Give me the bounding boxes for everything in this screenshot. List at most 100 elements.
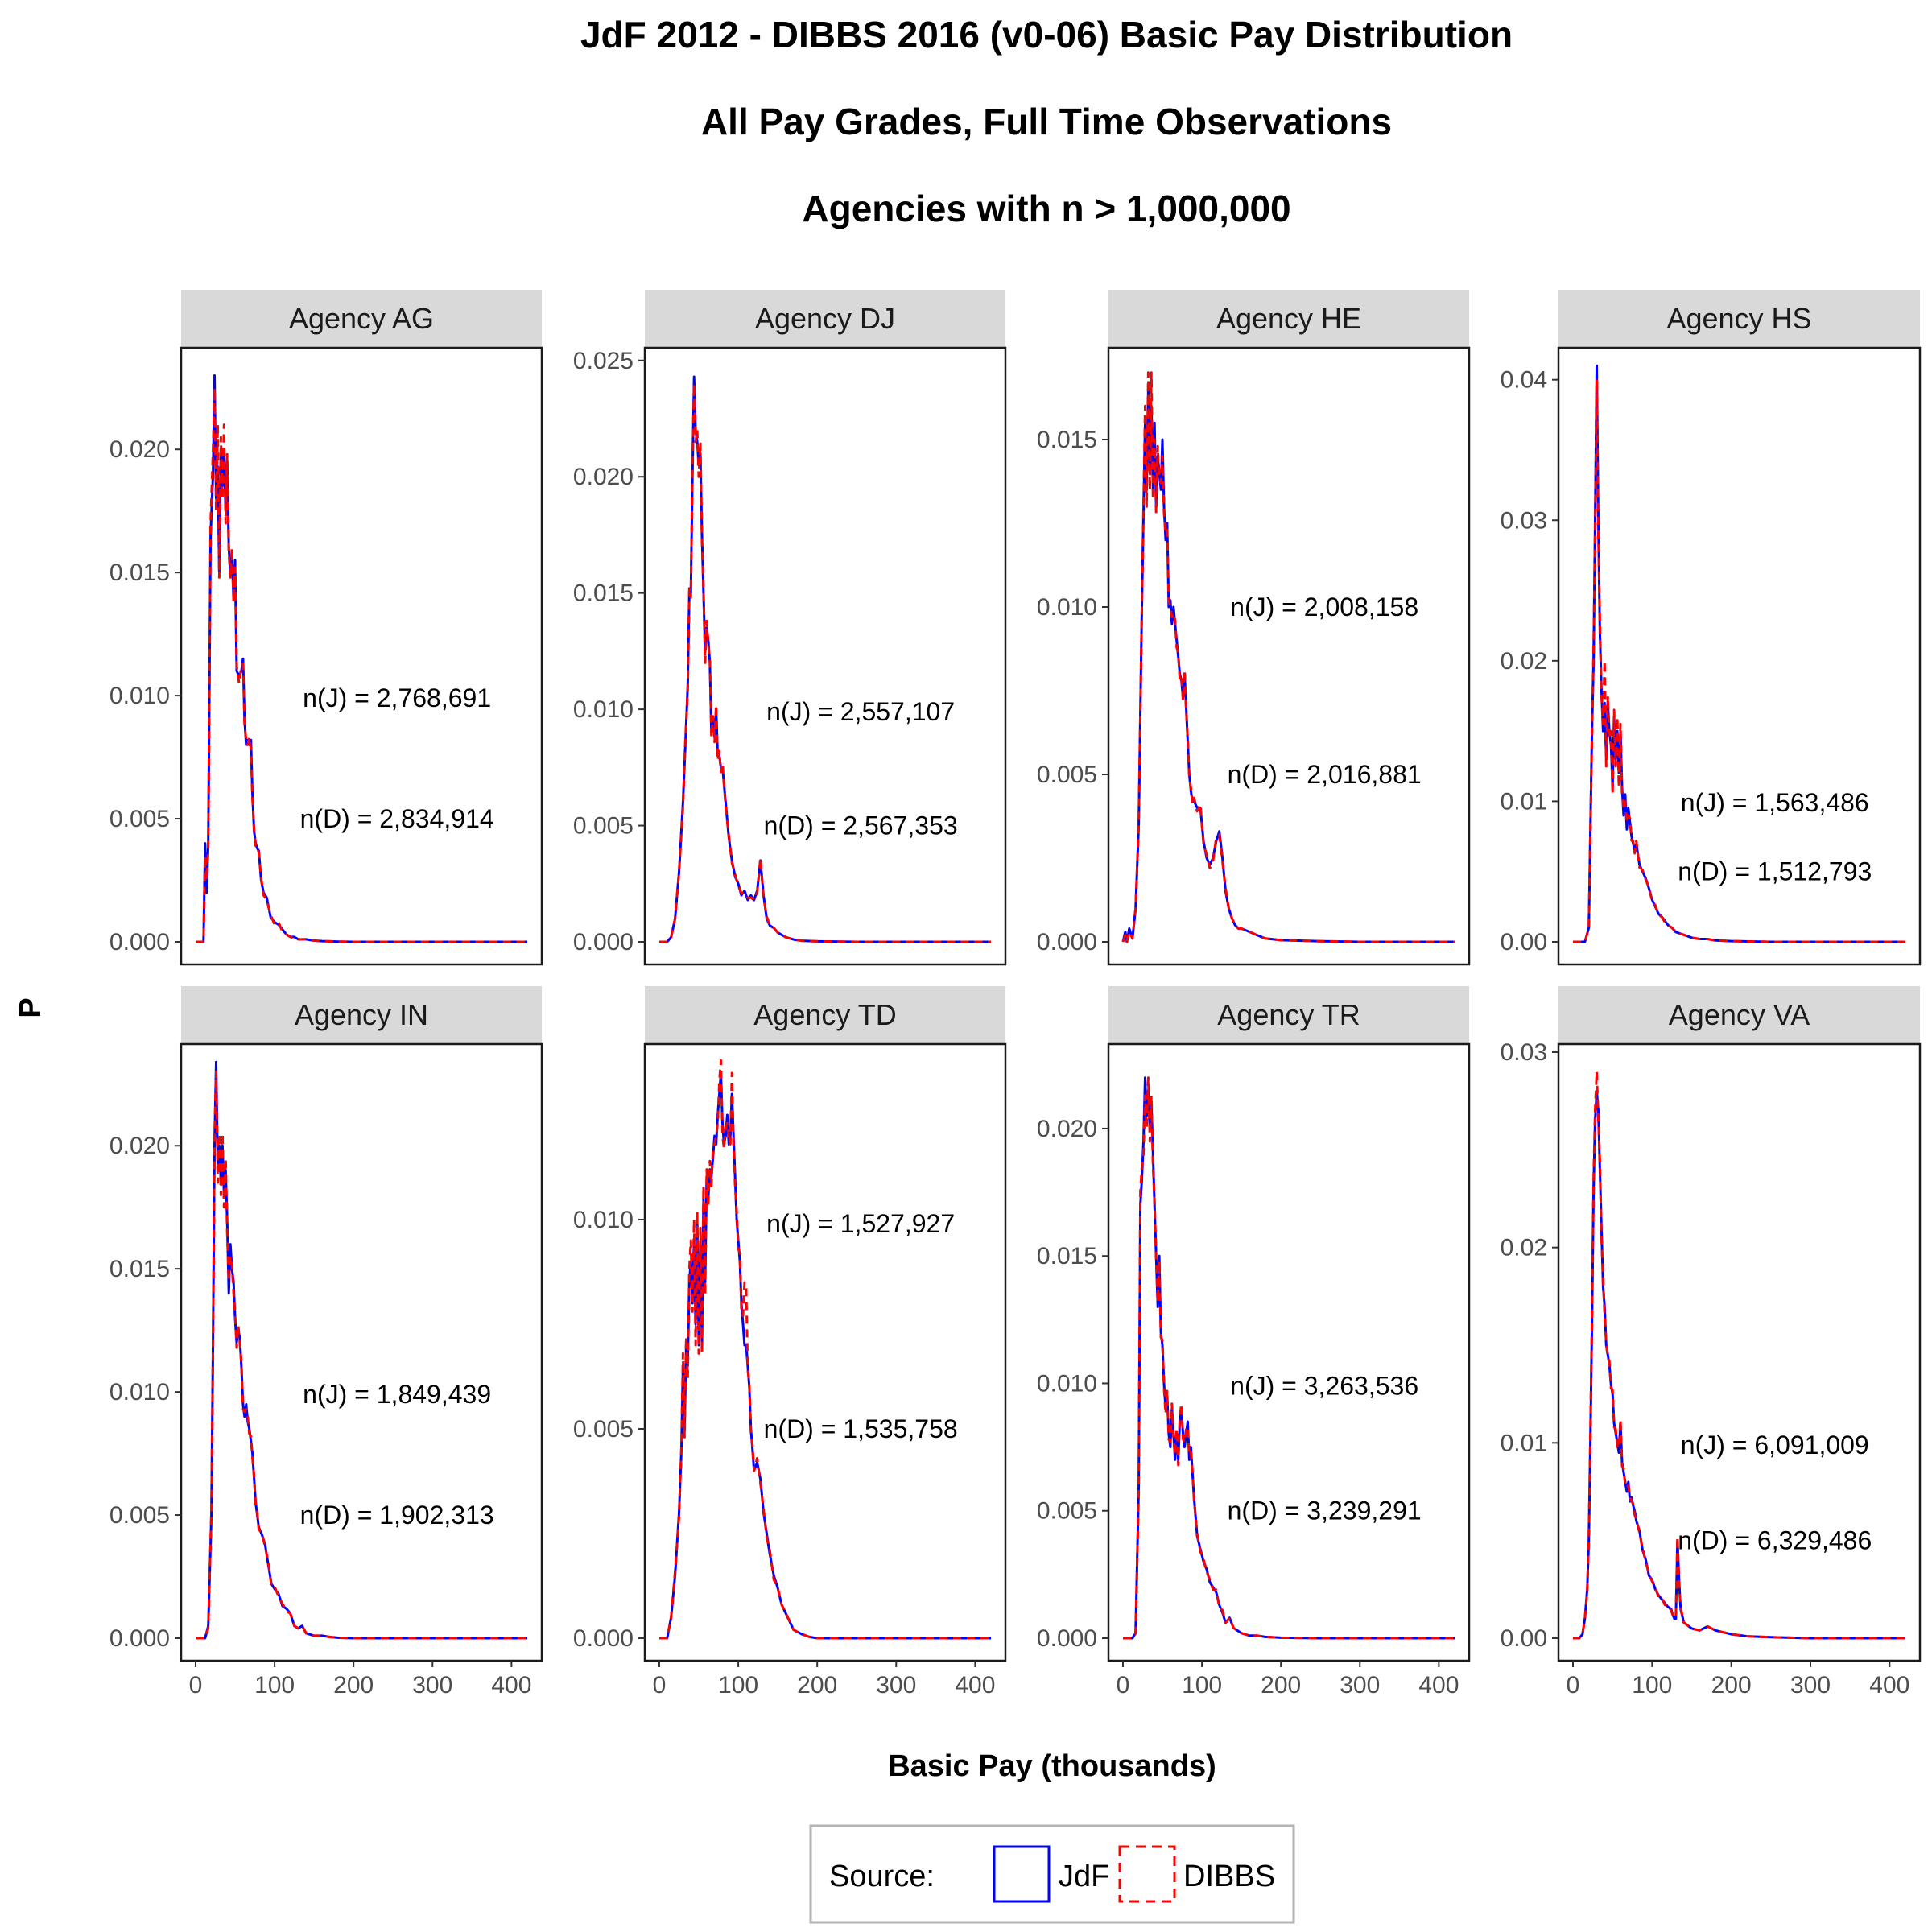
annotation-nd-agency-ag: n(D) = 2,834,914 [300, 804, 494, 833]
strip-label-agency-ag: Agency AG [289, 302, 434, 335]
y-tick-label-agency-va-0: 0.00 [1501, 1625, 1547, 1652]
x-tick-label-agency-tr-1: 100 [1182, 1672, 1222, 1699]
legend-label-jdf: JdF [1059, 1860, 1109, 1893]
y-tick-label-agency-in-1: 0.005 [109, 1502, 170, 1529]
annotation-nj-agency-ag: n(J) = 2,768,691 [303, 683, 491, 712]
strip-label-agency-va: Agency VA [1669, 998, 1810, 1031]
x-tick-label-agency-va-0: 0 [1567, 1672, 1580, 1699]
y-tick-label-agency-tr-1: 0.005 [1037, 1498, 1097, 1525]
y-tick-label-agency-dj-0: 0.000 [573, 929, 634, 956]
x-tick-label-agency-tr-2: 200 [1261, 1672, 1301, 1699]
panel-border-agency-va [1557, 1042, 1922, 1662]
y-tick-label-agency-he-1: 0.005 [1037, 762, 1097, 788]
legend-title: Source: [829, 1860, 935, 1893]
panel-agency-in: Agency IN 0.000 0.005 0.010 0.015 0.020 0 100 20… [109, 986, 543, 1699]
y-axis-title: P [14, 997, 47, 1018]
panel-agency-ag: Agency AG 0.000 0.005 0.010 0.015 0.020 n(J) =… [109, 290, 543, 966]
strip-label-agency-tr: Agency TR [1217, 998, 1360, 1031]
panel-border-agency-hs [1557, 346, 1922, 966]
strip-agency-td [645, 986, 1005, 1044]
panel-agency-tr: Agency TR 0.000 0.005 0.010 0.015 0.020 0 100 20… [1037, 986, 1471, 1699]
strip-label-agency-in: Agency IN [295, 998, 428, 1031]
x-tick-label-agency-tr-4: 400 [1418, 1672, 1459, 1699]
x-tick-label-agency-va-2: 200 [1711, 1672, 1752, 1699]
y-tick-label-agency-ag-1: 0.005 [109, 806, 170, 832]
panel-agency-dj: Agency DJ 0.000 0.005 0.010 0.015 0.020 0.025 n… [573, 290, 1007, 966]
y-tick-label-agency-hs-3: 0.03 [1501, 507, 1547, 534]
annotation-nj-agency-in: n(J) = 1,849,439 [303, 1380, 491, 1409]
series-dibbs-agency-va [1573, 1070, 1905, 1640]
panel-agency-he: Agency HE 0.000 0.005 0.010 0.015 n(J) = 2,00… [1037, 290, 1471, 966]
x-tick-label-agency-in-0: 0 [189, 1672, 203, 1699]
y-tick-label-agency-in-3: 0.015 [109, 1256, 170, 1282]
y-tick-label-agency-ag-4: 0.020 [109, 436, 170, 463]
strip-agency-va [1558, 986, 1920, 1044]
legend-key-jdf [993, 1845, 1051, 1903]
y-tick-label-agency-dj-1: 0.005 [573, 813, 634, 840]
y-tick-label-agency-in-4: 0.020 [109, 1133, 170, 1159]
series-dibbs-agency-ag [196, 386, 527, 943]
strip-agency-he [1108, 290, 1469, 348]
panel-agency-hs: Agency HS 0.00 0.01 0.02 0.03 0.04 n(J) = 1,56… [1501, 290, 1922, 966]
x-tick-label-agency-td-1: 100 [718, 1672, 758, 1699]
x-tick-label-agency-va-4: 400 [1869, 1672, 1909, 1699]
legend-key-dibbs [1118, 1845, 1176, 1903]
y-tick-label-agency-ag-0: 0.000 [109, 929, 170, 956]
y-tick-label-agency-va-1: 0.01 [1501, 1430, 1547, 1456]
annotation-nj-agency-va: n(J) = 6,091,009 [1681, 1430, 1869, 1459]
annotation-nd-agency-he: n(D) = 2,016,881 [1228, 760, 1422, 789]
y-tick-label-agency-hs-2: 0.02 [1501, 648, 1547, 675]
x-tick-label-agency-in-1: 100 [254, 1672, 295, 1699]
x-tick-label-agency-td-4: 400 [955, 1672, 995, 1699]
y-tick-label-agency-dj-5: 0.025 [573, 348, 634, 374]
annotation-nj-agency-dj: n(J) = 2,557,107 [766, 697, 955, 726]
y-tick-label-agency-dj-2: 0.010 [573, 696, 634, 723]
strip-agency-dj [645, 290, 1005, 348]
annotation-nd-agency-td: n(D) = 1,535,758 [764, 1414, 958, 1443]
y-tick-label-agency-va-2: 0.02 [1501, 1235, 1547, 1261]
annotation-nj-agency-td: n(J) = 1,527,927 [766, 1209, 955, 1238]
x-tick-label-agency-in-2: 200 [333, 1672, 374, 1699]
strip-agency-tr [1108, 986, 1469, 1044]
y-tick-label-agency-hs-0: 0.00 [1501, 929, 1547, 956]
panel-border-agency-ag [180, 346, 543, 966]
series-dibbs-agency-tr [1123, 1076, 1455, 1640]
y-tick-label-agency-tr-0: 0.000 [1037, 1625, 1097, 1652]
panel-agency-va: Agency VA 0.00 0.01 0.02 0.03 0 100 200 300 400 n(… [1501, 986, 1922, 1699]
series-dibbs-agency-dj [659, 382, 991, 943]
strip-label-agency-hs: Agency HS [1666, 302, 1811, 335]
strip-label-agency-he: Agency HE [1216, 302, 1361, 335]
y-tick-label-agency-td-0: 0.000 [573, 1625, 634, 1652]
annotation-nd-agency-dj: n(D) = 2,567,353 [764, 811, 958, 840]
panel-border-agency-td [643, 1042, 1007, 1662]
series-dibbs-agency-td [659, 1059, 991, 1640]
panel-border-agency-dj [643, 346, 1007, 966]
legend: Source: JdF DIBBS [809, 1824, 1295, 1924]
annotation-nj-agency-hs: n(J) = 1,563,486 [1681, 788, 1869, 817]
annotation-nd-agency-hs: n(D) = 1,512,793 [1678, 857, 1872, 886]
chart-title-line-1: JdF 2012 - DIBBS 2016 (v0-06) Basic Pay … [580, 14, 1513, 56]
x-tick-label-agency-va-1: 100 [1632, 1672, 1672, 1699]
x-tick-label-agency-tr-3: 300 [1340, 1672, 1380, 1699]
y-tick-label-agency-he-0: 0.000 [1037, 929, 1097, 956]
x-tick-label-agency-td-2: 200 [797, 1672, 837, 1699]
y-tick-label-agency-in-0: 0.000 [109, 1625, 170, 1652]
y-tick-label-agency-dj-3: 0.015 [573, 580, 634, 607]
y-tick-label-agency-td-1: 0.005 [573, 1416, 634, 1443]
strip-label-agency-dj: Agency DJ [755, 302, 895, 335]
y-tick-label-agency-he-2: 0.010 [1037, 594, 1097, 621]
x-tick-label-agency-td-3: 300 [876, 1672, 916, 1699]
x-tick-label-agency-td-0: 0 [653, 1672, 667, 1699]
y-tick-label-agency-he-3: 0.015 [1037, 427, 1097, 453]
series-dibbs-agency-he [1121, 371, 1455, 943]
y-tick-label-agency-td-2: 0.010 [573, 1207, 634, 1233]
y-tick-label-agency-va-3: 0.03 [1501, 1039, 1547, 1066]
x-tick-label-agency-tr-0: 0 [1117, 1672, 1130, 1699]
legend-label-dibbs: DIBBS [1183, 1860, 1275, 1893]
strip-label-agency-td: Agency TD [753, 998, 896, 1031]
annotation-nd-agency-in: n(D) = 1,902,313 [300, 1501, 494, 1530]
chart-title-line-2: All Pay Grades, Full Time Observations [700, 101, 1393, 142]
y-tick-label-agency-ag-3: 0.015 [109, 559, 170, 586]
x-axis-title: Basic Pay (thousands) [888, 1749, 1216, 1783]
